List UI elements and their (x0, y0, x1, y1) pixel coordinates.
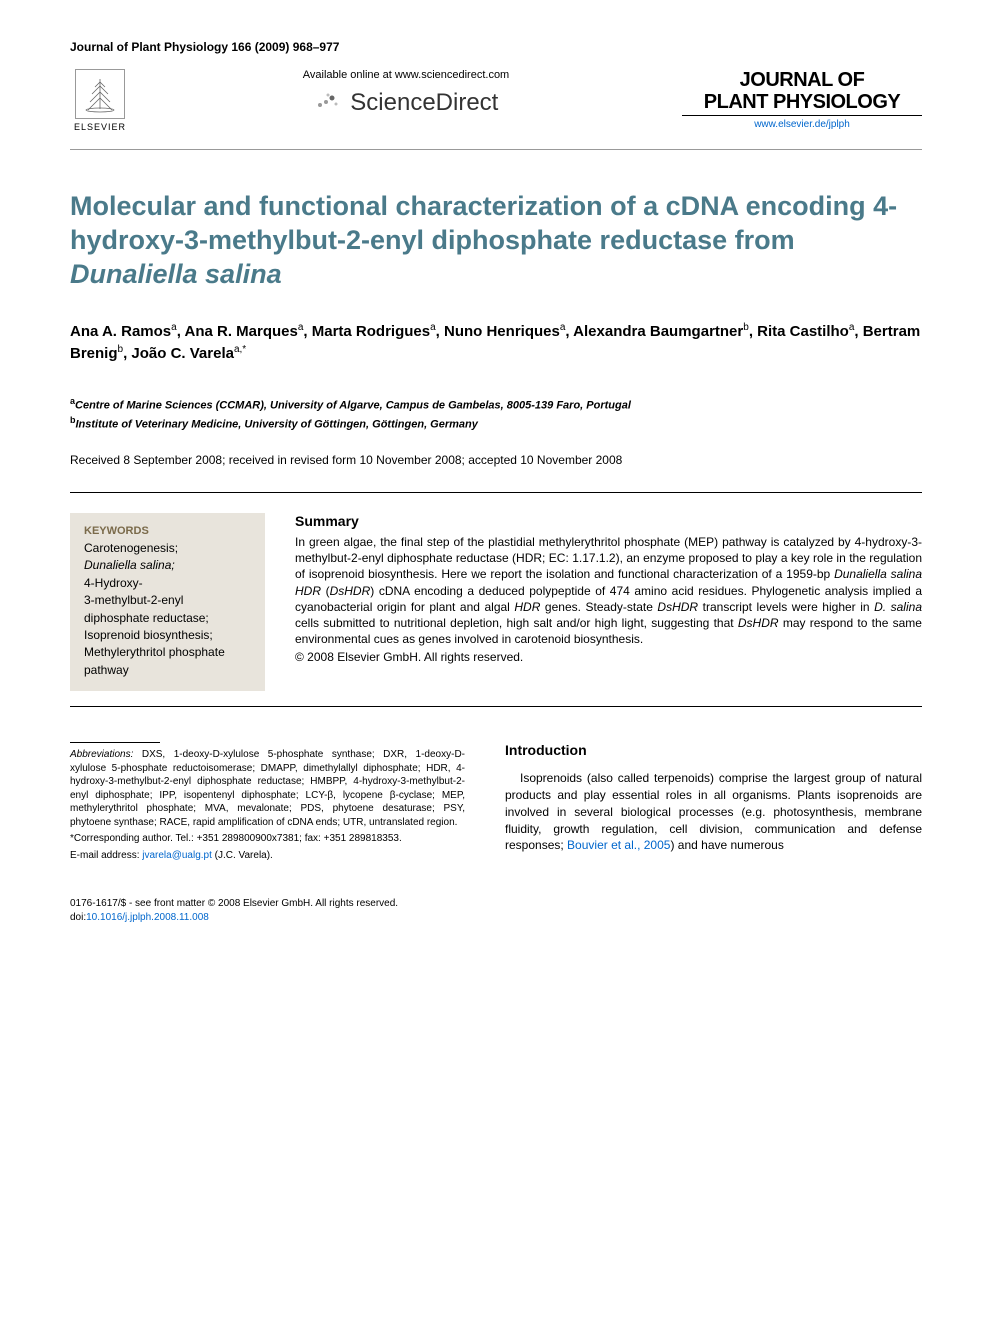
journal-title-block: JOURNAL OF PLANT PHYSIOLOGY www.elsevier… (682, 69, 922, 130)
publisher-header-row: ELSEVIER Available online at www.science… (70, 69, 922, 139)
elsevier-tree-icon (75, 69, 125, 119)
article-title: Molecular and functional characterizatio… (70, 190, 922, 291)
corresponding-author: *Corresponding author. Tel.: +351 289800… (70, 832, 465, 846)
introduction-text: Isoprenoids (also called terpenoids) com… (505, 770, 922, 854)
citation-link[interactable]: Bouvier et al., 2005 (567, 838, 670, 852)
summary-heading: Summary (295, 513, 922, 529)
citation-header: Journal of Plant Physiology 166 (2009) 9… (70, 40, 922, 54)
summary-text: In green algae, the final step of the pl… (295, 534, 922, 647)
affiliations: aCentre of Marine Sciences (CCMAR), Univ… (70, 395, 922, 433)
article-dates: Received 8 September 2008; received in r… (70, 453, 922, 467)
authors-list: Ana A. Ramosa, Ana R. Marquesa, Marta Ro… (70, 321, 922, 365)
doi-line: doi:10.1016/j.jplph.2008.11.008 (70, 911, 922, 925)
sciencedirect-text: ScienceDirect (350, 89, 498, 116)
introduction-heading: Introduction (505, 742, 922, 758)
doi-link[interactable]: 10.1016/j.jplph.2008.11.008 (86, 912, 209, 923)
footnote-divider (70, 742, 160, 743)
keywords-summary-row: KEYWORDS Carotenogenesis;Dunaliella sali… (70, 513, 922, 691)
keywords-list: Carotenogenesis;Dunaliella salina;4-Hydr… (84, 540, 251, 679)
header-divider (70, 149, 922, 150)
sciencedirect-logo: ScienceDirect (150, 89, 662, 117)
journal-name: JOURNAL OF PLANT PHYSIOLOGY (682, 69, 922, 113)
elsevier-label: ELSEVIER (74, 122, 126, 132)
keywords-heading: KEYWORDS (84, 525, 251, 537)
abbreviations-column: Abbreviations: DXS, 1-deoxy-D-xylulose 5… (70, 742, 465, 862)
keywords-box: KEYWORDS Carotenogenesis;Dunaliella sali… (70, 513, 265, 691)
journal-url-link[interactable]: www.elsevier.de/jplph (682, 119, 922, 130)
summary-copyright: © 2008 Elsevier GmbH. All rights reserve… (295, 650, 922, 664)
elsevier-logo: ELSEVIER (70, 69, 130, 139)
introduction-column: Introduction Isoprenoids (also called te… (505, 742, 922, 862)
content-bottom-divider (70, 706, 922, 707)
abbreviations-text: Abbreviations: DXS, 1-deoxy-D-xylulose 5… (70, 748, 465, 829)
sciencedirect-dots-icon (314, 89, 344, 109)
sciencedirect-block: Available online at www.sciencedirect.co… (130, 69, 682, 117)
summary-column: Summary In green algae, the final step o… (295, 513, 922, 691)
footnotes-intro-row: Abbreviations: DXS, 1-deoxy-D-xylulose 5… (70, 742, 922, 862)
email-line: E-mail address: jvarela@ualg.pt (J.C. Va… (70, 849, 465, 863)
email-link[interactable]: jvarela@ualg.pt (142, 850, 212, 861)
issn-line: 0176-1617/$ - see front matter © 2008 El… (70, 897, 922, 911)
page-footer: 0176-1617/$ - see front matter © 2008 El… (70, 897, 922, 925)
available-online-text: Available online at www.sciencedirect.co… (150, 69, 662, 81)
content-top-divider (70, 492, 922, 493)
